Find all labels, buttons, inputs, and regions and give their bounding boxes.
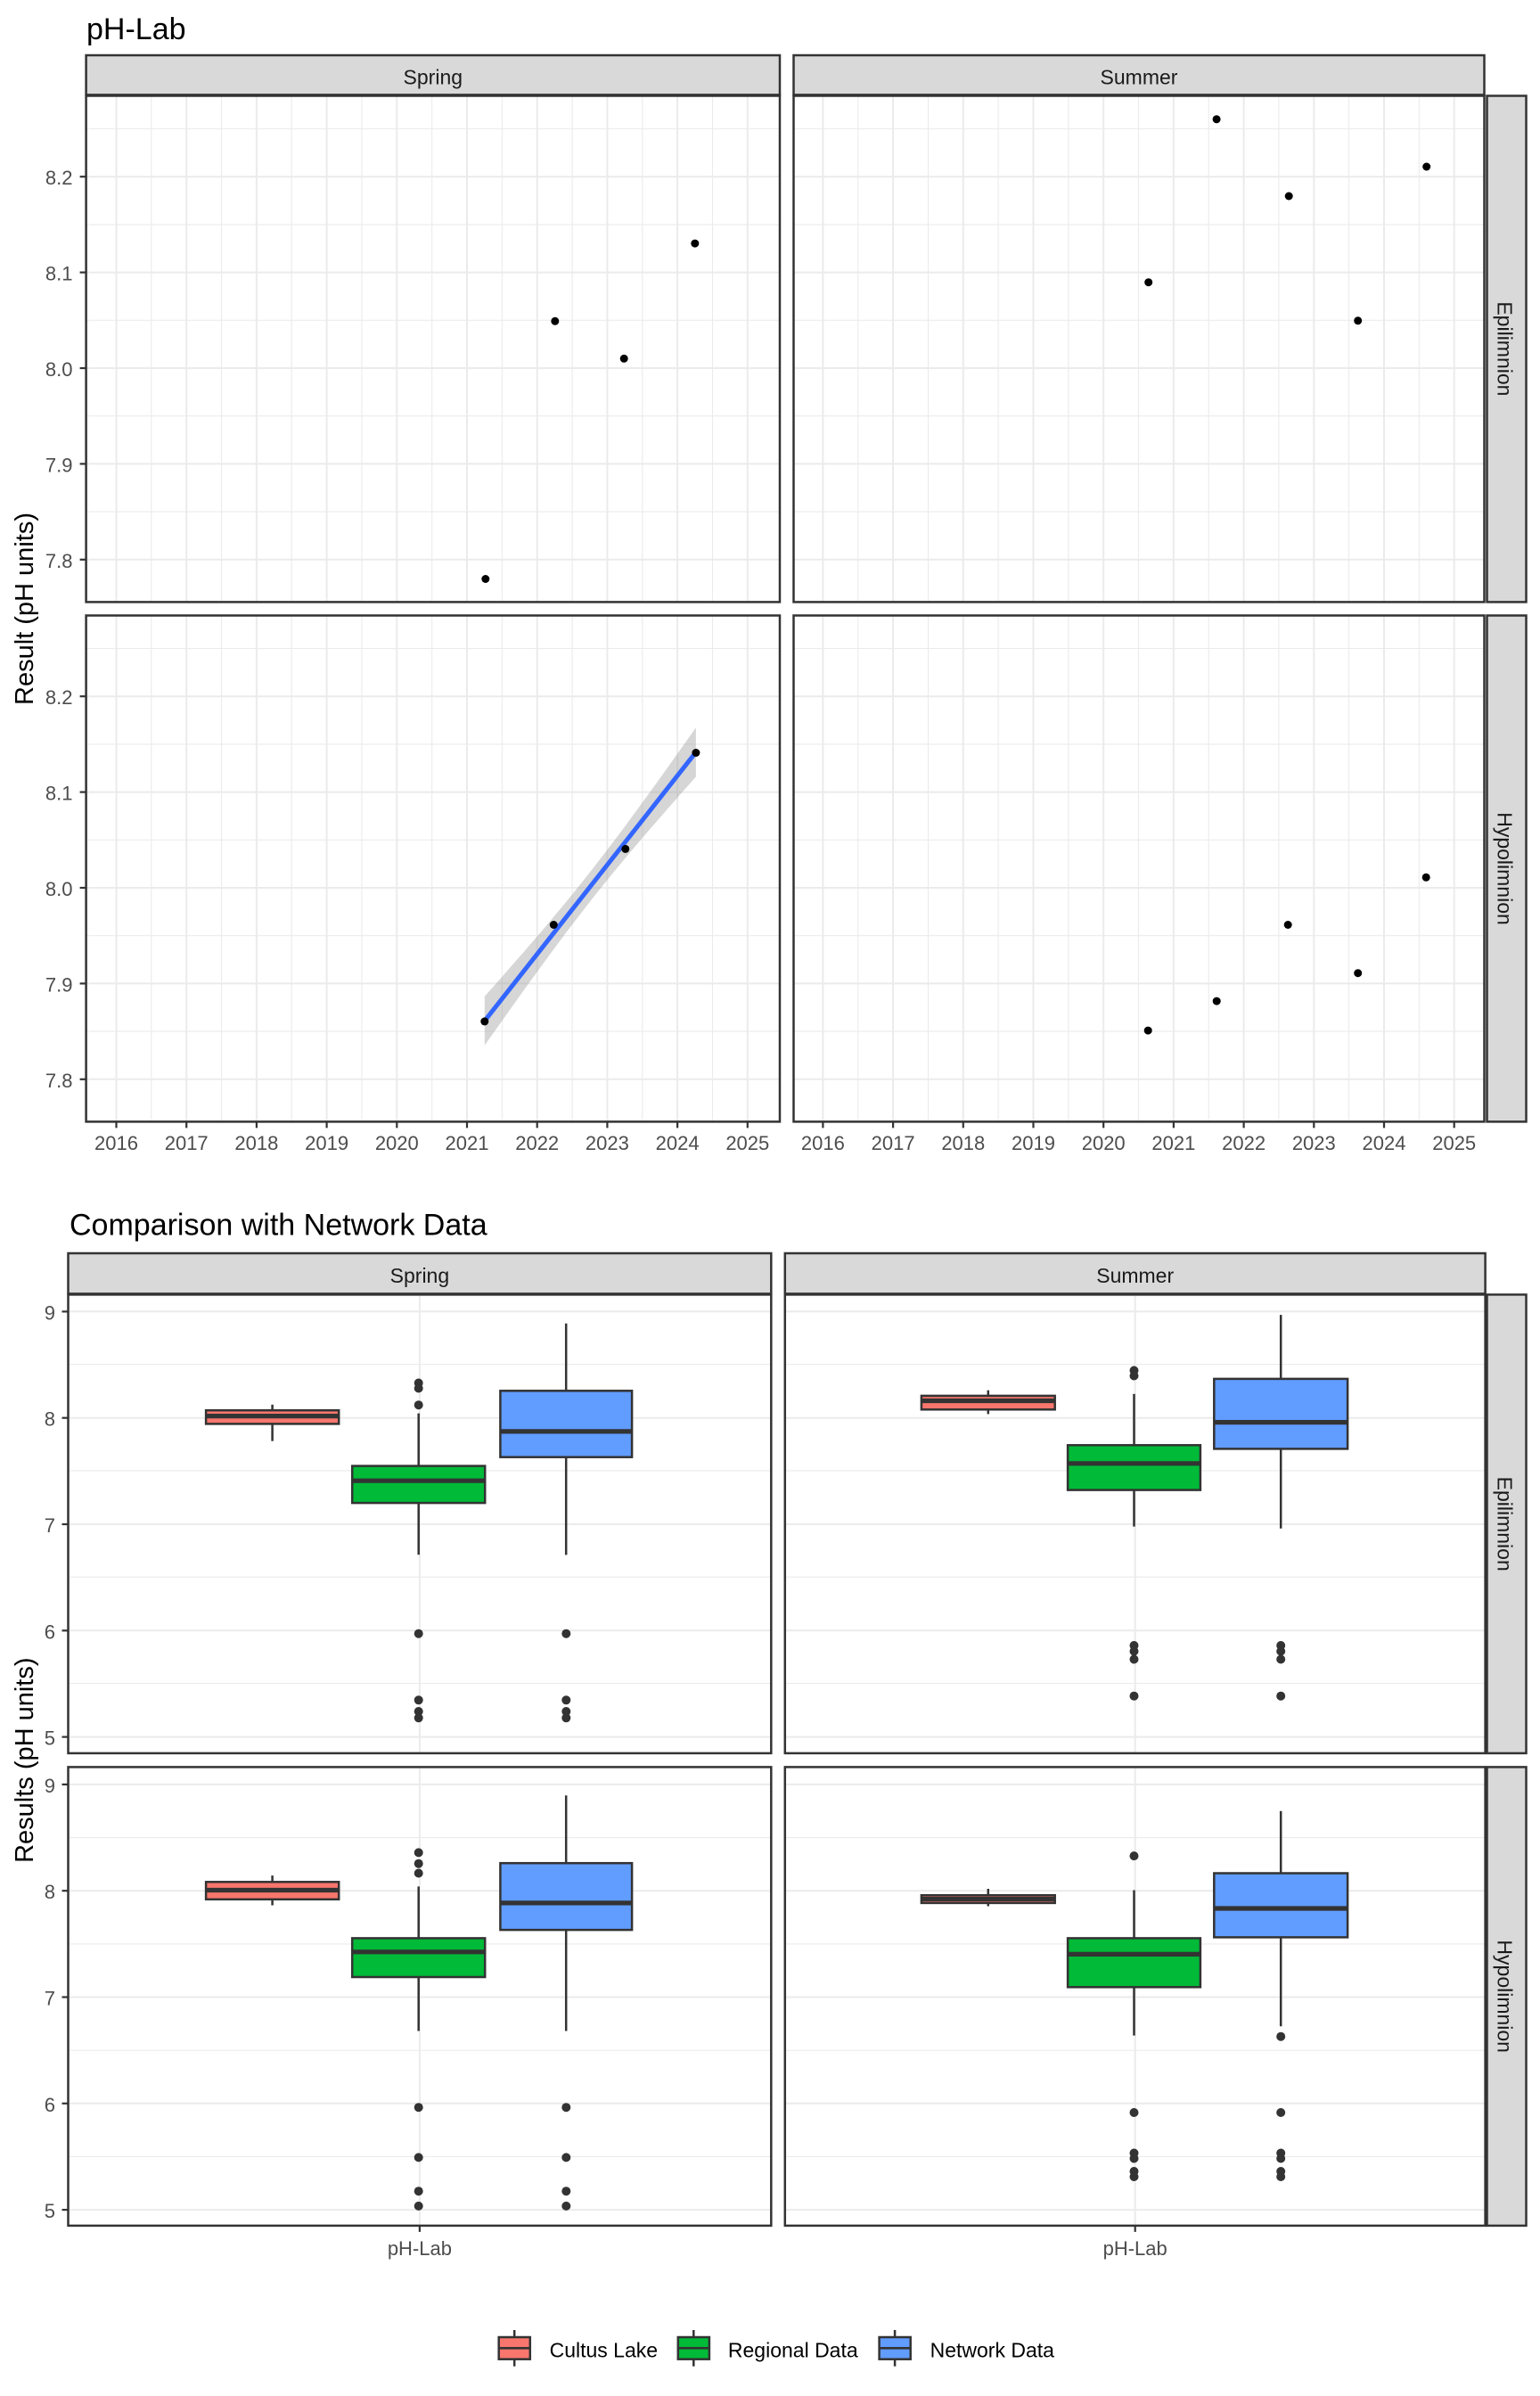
svg-text:Regional Data: Regional Data: [728, 2338, 858, 2361]
svg-text:2020: 2020: [375, 1132, 419, 1154]
svg-text:9: 9: [45, 1775, 55, 1797]
svg-text:8.1: 8.1: [45, 783, 73, 805]
svg-text:7: 7: [45, 1514, 55, 1537]
svg-text:2016: 2016: [94, 1132, 138, 1154]
svg-text:8.0: 8.0: [45, 878, 73, 900]
svg-text:Epilimnion: Epilimnion: [1494, 1477, 1517, 1571]
svg-text:pH-Lab: pH-Lab: [1103, 2237, 1167, 2260]
svg-text:Cultus Lake: Cultus Lake: [550, 2338, 658, 2361]
svg-text:2021: 2021: [446, 1132, 489, 1154]
svg-text:2018: 2018: [941, 1132, 985, 1154]
svg-text:Summer: Summer: [1101, 66, 1178, 89]
svg-text:2019: 2019: [305, 1132, 348, 1154]
svg-text:2023: 2023: [586, 1132, 629, 1154]
svg-text:8.2: 8.2: [45, 686, 73, 709]
svg-text:8.2: 8.2: [45, 167, 73, 189]
svg-text:Network Data: Network Data: [930, 2338, 1055, 2361]
svg-text:Result (pH units): Result (pH units): [11, 513, 39, 705]
svg-text:Hypolimnion: Hypolimnion: [1494, 812, 1517, 925]
svg-text:2018: 2018: [234, 1132, 278, 1154]
svg-text:Spring: Spring: [390, 1264, 449, 1287]
svg-text:2022: 2022: [1222, 1132, 1266, 1154]
svg-text:pH-Lab: pH-Lab: [388, 2237, 452, 2260]
svg-text:7.9: 7.9: [45, 973, 73, 996]
svg-text:6: 6: [45, 1621, 55, 1643]
svg-text:5: 5: [45, 1727, 55, 1750]
svg-text:2025: 2025: [725, 1132, 769, 1154]
svg-text:2017: 2017: [872, 1132, 915, 1154]
svg-text:8.1: 8.1: [45, 263, 73, 285]
svg-text:2024: 2024: [1363, 1132, 1406, 1154]
svg-text:8: 8: [45, 1408, 55, 1431]
svg-text:2023: 2023: [1292, 1132, 1336, 1154]
svg-text:7.9: 7.9: [45, 454, 73, 476]
svg-text:pH-Lab: pH-Lab: [86, 12, 186, 46]
svg-text:2025: 2025: [1432, 1132, 1476, 1154]
svg-text:6: 6: [45, 2094, 55, 2116]
svg-text:2019: 2019: [1012, 1132, 1055, 1154]
svg-text:Results (pH units): Results (pH units): [11, 1657, 39, 1862]
svg-text:8.0: 8.0: [45, 358, 73, 381]
svg-text:2021: 2021: [1151, 1132, 1195, 1154]
svg-text:Spring: Spring: [404, 66, 463, 89]
svg-text:Epilimnion: Epilimnion: [1494, 301, 1517, 396]
svg-text:Hypolimnion: Hypolimnion: [1494, 1940, 1517, 2053]
svg-text:8: 8: [45, 1881, 55, 1903]
svg-text:Summer: Summer: [1096, 1264, 1174, 1287]
svg-text:9: 9: [45, 1301, 55, 1324]
svg-text:2020: 2020: [1082, 1132, 1126, 1154]
svg-text:5: 5: [45, 2200, 55, 2222]
svg-text:2022: 2022: [515, 1132, 559, 1154]
svg-text:2017: 2017: [165, 1132, 209, 1154]
svg-text:2016: 2016: [801, 1132, 845, 1154]
svg-text:2024: 2024: [656, 1132, 700, 1154]
svg-text:7: 7: [45, 1988, 55, 2010]
svg-text:7.8: 7.8: [45, 550, 73, 572]
svg-text:7.8: 7.8: [45, 1070, 73, 1092]
svg-text:Comparison with Network Data: Comparison with Network Data: [70, 1209, 487, 1243]
